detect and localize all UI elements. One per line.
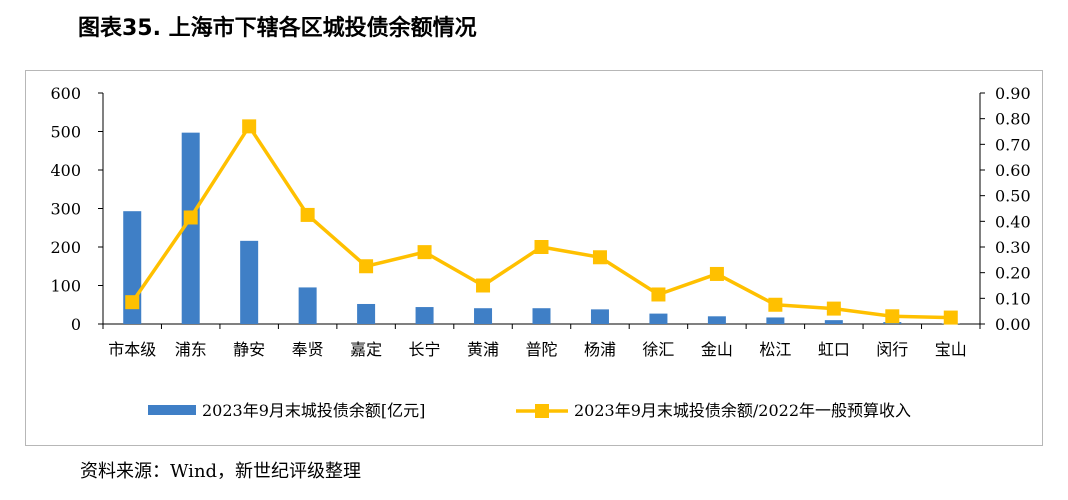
y-left-tick-label: 100 xyxy=(50,277,81,296)
line-point xyxy=(183,210,198,225)
bar xyxy=(181,132,200,324)
y-right-tick-label: 0.30 xyxy=(995,238,1031,257)
bar xyxy=(298,287,317,324)
bar xyxy=(415,307,434,324)
line-point xyxy=(592,250,607,265)
y-right-tick-label: 0.70 xyxy=(995,135,1031,154)
figure-title: 图表35. 上海市下辖各区城投债余额情况 xyxy=(78,16,477,41)
category-label: 徐汇 xyxy=(642,340,674,359)
line-point xyxy=(125,295,140,310)
source-note: 资料来源：Wind，新世纪评级整理 xyxy=(80,461,362,482)
y-left-tick-label: 0 xyxy=(71,315,81,334)
y-left-tick-label: 500 xyxy=(50,123,81,142)
category-label: 黄浦 xyxy=(467,340,499,359)
bar xyxy=(474,308,493,324)
y-left-tick-label: 400 xyxy=(50,161,81,180)
category-label: 普陀 xyxy=(525,340,557,359)
y-right-tick-label: 0.00 xyxy=(995,315,1031,334)
y-right-tick-label: 0.60 xyxy=(995,161,1031,180)
y-right-tick-label: 0.20 xyxy=(995,264,1031,283)
legend-label-line: 2023年9月末城投债余额/2022年一般预算收入 xyxy=(574,401,911,420)
legend-swatch-bar xyxy=(148,405,196,415)
line-point xyxy=(242,119,257,134)
y-left-tick-label: 200 xyxy=(50,238,81,257)
line-point xyxy=(885,309,900,324)
category-label: 金山 xyxy=(701,340,733,359)
bar xyxy=(766,317,785,324)
y-right-tick-label: 0.90 xyxy=(995,84,1031,103)
y-left-tick-label: 600 xyxy=(50,84,81,103)
bar xyxy=(590,309,609,324)
category-label: 市本级 xyxy=(108,340,156,359)
category-label: 闵行 xyxy=(876,340,908,359)
line-point xyxy=(534,240,549,254)
y-left-tick-label: 300 xyxy=(50,200,81,219)
bar xyxy=(532,308,551,324)
line-point xyxy=(300,207,315,222)
bar xyxy=(824,320,843,324)
y-right-tick-label: 0.40 xyxy=(995,212,1031,231)
line-point xyxy=(417,245,432,260)
category-label: 松江 xyxy=(759,340,791,359)
y-right-tick-label: 0.50 xyxy=(995,187,1031,206)
category-label: 宝山 xyxy=(935,340,967,359)
category-label: 杨浦 xyxy=(584,340,616,359)
combo-chart: 0 100 200 300 400 500 600 0.00 0.10 0.20 0.30 0.40 0… xyxy=(50,84,1031,420)
category-label: 浦东 xyxy=(175,340,207,359)
chart-frame: 0 100 200 300 400 500 600 0.00 0.10 0.20 0.30 0.40 0… xyxy=(25,70,1043,446)
legend-marker-line xyxy=(535,404,549,418)
category-label: 嘉定 xyxy=(350,340,382,359)
line-point xyxy=(651,287,666,302)
category-label: 长宁 xyxy=(409,340,441,359)
category-label: 虹口 xyxy=(818,340,850,359)
line-point xyxy=(768,297,783,312)
bar xyxy=(707,316,726,324)
line-point xyxy=(476,278,491,293)
line-point xyxy=(709,266,724,281)
bar xyxy=(357,303,376,324)
category-label: 奉贤 xyxy=(292,340,324,359)
line-point xyxy=(826,301,841,316)
bar xyxy=(649,313,668,324)
y-right-tick-label: 0.80 xyxy=(995,110,1031,129)
y-right-tick-label: 0.10 xyxy=(995,289,1031,308)
line-point xyxy=(943,310,958,325)
line-point xyxy=(359,259,374,274)
legend-label-bar: 2023年9月末城投债余额[亿元] xyxy=(202,401,425,420)
bar xyxy=(240,240,259,324)
category-label: 静安 xyxy=(233,340,265,359)
